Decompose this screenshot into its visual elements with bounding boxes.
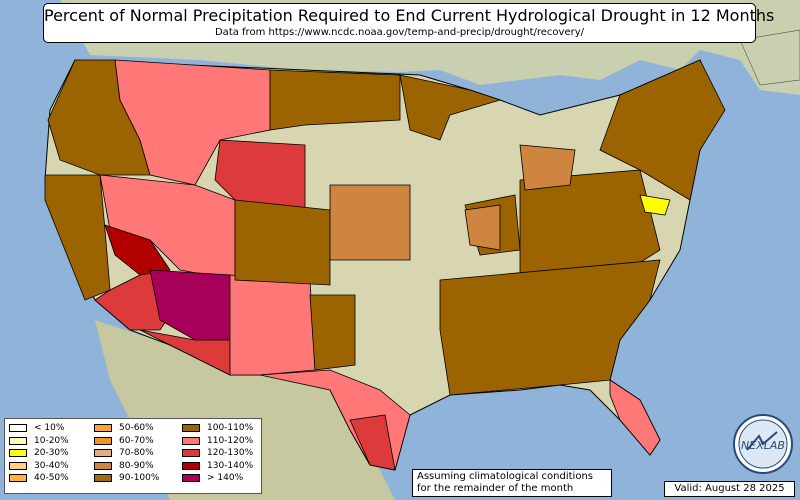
region-california-north bbox=[44, 174, 111, 301]
legend-item: 90-100% bbox=[94, 472, 159, 484]
legend-label: 60-70% bbox=[119, 435, 154, 446]
region-maryland bbox=[639, 194, 671, 216]
legend-swatch bbox=[94, 436, 112, 445]
legend-item: 60-70% bbox=[94, 435, 159, 447]
region-michigan bbox=[519, 144, 576, 191]
legend-item: 20-30% bbox=[9, 447, 69, 459]
region-northeast bbox=[599, 59, 726, 201]
legend-label: 40-50% bbox=[34, 473, 69, 483]
legend-item: < 10% bbox=[9, 422, 69, 434]
legend-label: 90-100% bbox=[119, 473, 160, 483]
legend-swatch bbox=[94, 449, 112, 457]
legend: < 10% 10-20% 20-30% 30-40% 40-50% 50-60% 60-7… bbox=[4, 418, 262, 494]
logo-text: NEXLAB bbox=[741, 439, 785, 452]
legend-label: 30-40% bbox=[34, 460, 69, 471]
legend-swatch bbox=[9, 474, 27, 482]
legend-item: 10-20% bbox=[9, 435, 69, 447]
legend-label: 10-20% bbox=[34, 435, 69, 446]
note-line-2: for the remainder of the month bbox=[417, 483, 574, 494]
region-colorado bbox=[234, 199, 331, 286]
nexlab-logo: NEXLAB bbox=[733, 414, 793, 474]
map-subtitle: Data from https://www.ncdc.noaa.gov/temp… bbox=[214, 27, 585, 38]
region-kansas bbox=[329, 184, 411, 261]
valid-date: Valid: August 28 2025 bbox=[664, 481, 795, 497]
region-florida bbox=[609, 379, 661, 456]
region-texas-panhandle bbox=[309, 294, 356, 371]
legend-swatch bbox=[182, 474, 200, 482]
legend-swatch bbox=[182, 449, 200, 457]
legend-swatch bbox=[94, 474, 112, 482]
note-line-1: Assuming climatological conditions bbox=[417, 471, 593, 482]
legend-column-1: < 10% 10-20% 20-30% 30-40% 40-50% bbox=[9, 422, 69, 485]
assumption-note: Assuming climatological conditions for t… bbox=[412, 469, 612, 497]
legend-item: > 140% bbox=[182, 472, 253, 484]
region-new-mexico bbox=[229, 274, 316, 376]
legend-label: 70-80% bbox=[119, 448, 154, 458]
legend-item: 120-130% bbox=[182, 447, 253, 459]
legend-label: > 140% bbox=[207, 473, 244, 483]
legend-swatch bbox=[182, 436, 200, 445]
legend-label: 130-140% bbox=[207, 460, 254, 471]
legend-label: < 10% bbox=[34, 423, 65, 433]
legend-swatch bbox=[94, 461, 112, 470]
region-north-dakota bbox=[269, 69, 401, 131]
legend-item: 100-110% bbox=[182, 422, 253, 434]
legend-item: 30-40% bbox=[9, 460, 69, 472]
legend-swatch bbox=[182, 424, 200, 432]
legend-swatch bbox=[9, 436, 27, 445]
legend-item: 70-80% bbox=[94, 447, 159, 459]
region-illinois bbox=[464, 204, 501, 251]
legend-item: 130-140% bbox=[182, 460, 253, 472]
maritimes bbox=[739, 29, 800, 86]
legend-swatch bbox=[182, 461, 200, 470]
legend-label: 110-120% bbox=[207, 435, 254, 446]
legend-label: 80-90% bbox=[119, 460, 154, 471]
legend-item: 40-50% bbox=[9, 472, 69, 484]
legend-swatch bbox=[9, 424, 27, 432]
legend-item: 80-90% bbox=[94, 460, 159, 472]
legend-swatch bbox=[9, 461, 27, 470]
legend-label: 100-110% bbox=[207, 423, 254, 433]
region-south-texas bbox=[349, 414, 396, 471]
legend-column-3: 100-110% 110-120% 120-130% 130-140% > 140% bbox=[182, 422, 253, 485]
map-title: Percent of Normal Precipitation Required… bbox=[44, 6, 775, 25]
legend-label: 120-130% bbox=[207, 448, 254, 458]
legend-label: 20-30% bbox=[34, 448, 69, 458]
legend-swatch bbox=[94, 424, 112, 432]
legend-column-2: 50-60% 60-70% 70-80% 80-90% 90-100% bbox=[94, 422, 159, 485]
region-upper-midwest bbox=[399, 74, 502, 141]
legend-item: 110-120% bbox=[182, 435, 253, 447]
legend-item: 50-60% bbox=[94, 422, 159, 434]
legend-label: 50-60% bbox=[119, 423, 154, 433]
title-box: Percent of Normal Precipitation Required… bbox=[43, 3, 775, 43]
legend-swatch bbox=[9, 449, 27, 457]
